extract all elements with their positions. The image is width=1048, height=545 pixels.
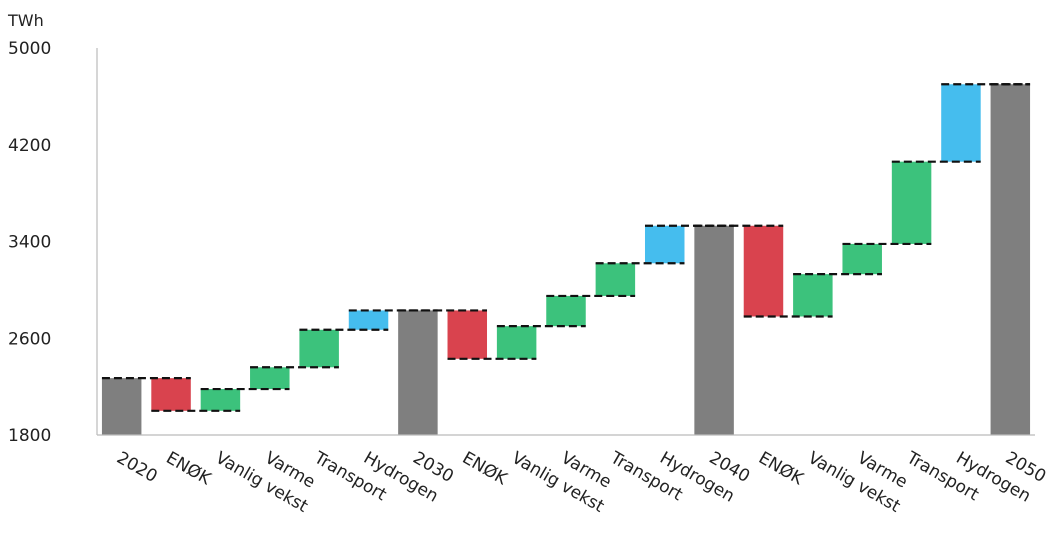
x-tick-label: 2020 [113, 448, 160, 487]
increase-bar [595, 263, 636, 296]
y-tick-label: 1800 [8, 426, 51, 446]
y-tick-label: 2600 [8, 329, 51, 349]
total-bar [101, 378, 142, 435]
hydrogen-bar [348, 310, 389, 330]
connector-lines [101, 83, 1031, 412]
increase-bar [250, 367, 290, 390]
decrease-bar [743, 225, 784, 317]
increase-bar [891, 161, 932, 244]
total-bar [694, 225, 734, 435]
y-axis-unit: TWh [7, 11, 44, 30]
x-tick-label: ENØK [163, 448, 215, 490]
y-tick-label: 5000 [8, 39, 51, 59]
total-bar [398, 310, 438, 435]
decrease-bar [151, 378, 191, 411]
y-axis-ticks: 1800 2600 3400 4200 5000 [8, 39, 51, 446]
increase-bar [496, 326, 537, 359]
increase-bar [546, 295, 586, 327]
x-tick-label: ENØK [755, 448, 807, 490]
increase-bar [842, 243, 882, 275]
x-tick-label: ENØK [459, 448, 511, 490]
total-bar [990, 84, 1031, 435]
y-tick-label: 4200 [8, 136, 51, 156]
bars-group [101, 84, 1031, 435]
decrease-bar [447, 310, 488, 359]
increase-bar [299, 329, 339, 368]
increase-bar [200, 389, 241, 411]
increase-bar [793, 274, 833, 317]
y-tick-label: 3400 [8, 233, 51, 253]
hydrogen-bar [644, 225, 685, 264]
hydrogen-bar [941, 84, 981, 162]
